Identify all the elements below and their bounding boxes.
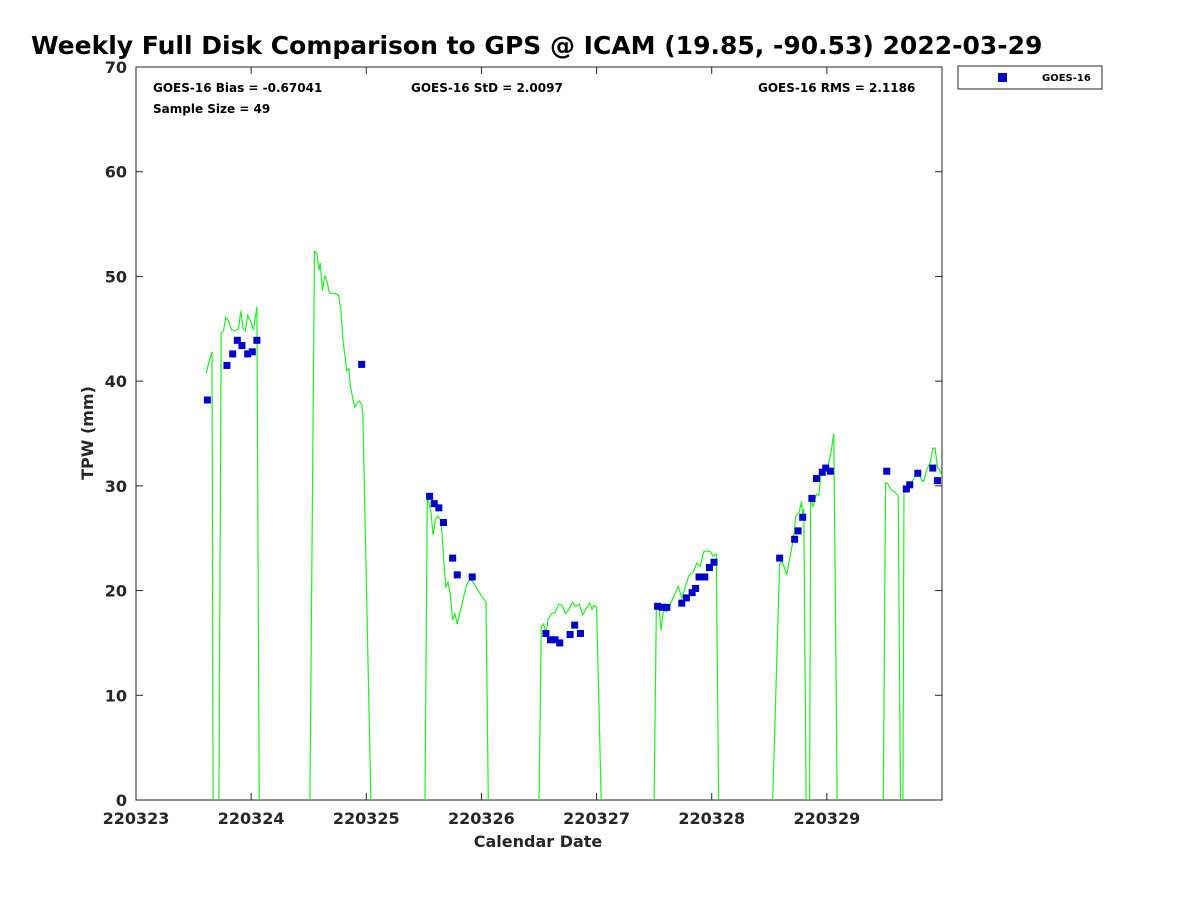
- goes-point: [468, 573, 476, 581]
- x-axis: 220323 220324 220325 220326 220327 220328 2203…: [103, 67, 860, 828]
- legend: GOES-16: [957, 65, 1103, 90]
- goes-point: [453, 571, 461, 579]
- goes-point: [358, 360, 366, 368]
- x-tick-label: 220328: [678, 809, 745, 828]
- goes-point: [238, 342, 246, 350]
- goes-point: [822, 464, 830, 472]
- x-tick-label: 220323: [103, 809, 170, 828]
- goes-point: [658, 603, 666, 611]
- std-stat: GOES-16 StD = 2.0097: [411, 81, 563, 95]
- goes-point: [906, 481, 914, 489]
- goes-point: [253, 336, 261, 344]
- goes-point: [571, 621, 579, 629]
- x-tick-label: 220329: [793, 809, 860, 828]
- goes-point: [710, 558, 718, 566]
- goes-point: [812, 475, 820, 483]
- y-tick-label: 70: [105, 58, 127, 77]
- y-tick-label: 40: [105, 372, 127, 391]
- goes-point: [799, 513, 807, 521]
- goes-point: [229, 350, 237, 358]
- goes-point: [435, 504, 443, 512]
- y-tick-label: 60: [105, 163, 127, 182]
- goes-point: [682, 594, 690, 602]
- goes-point: [902, 485, 910, 493]
- goes-point: [223, 361, 231, 369]
- chart-title: Weekly Full Disk Comparison to GPS @ ICA…: [31, 31, 1042, 60]
- legend-box: [957, 65, 1103, 90]
- goes-point: [688, 589, 696, 597]
- goes-point: [929, 464, 937, 472]
- y-tick-label: 50: [105, 267, 127, 286]
- goes-point: [808, 494, 816, 502]
- plot-area: [135, 66, 943, 801]
- goes-point: [576, 630, 584, 638]
- goes-point: [556, 639, 564, 647]
- goes-point: [430, 500, 438, 508]
- rms-stat: GOES-16 RMS = 2.1186: [758, 81, 915, 95]
- goes-point: [794, 527, 802, 535]
- x-axis-label: Calendar Date: [474, 832, 603, 851]
- goes-point: [678, 599, 686, 607]
- y-tick-label: 30: [105, 477, 127, 496]
- gps-series: [205, 249, 943, 801]
- legend-marker-goes: [998, 73, 1007, 82]
- goes-point: [705, 564, 713, 572]
- goes-point: [695, 573, 703, 581]
- goes-point: [551, 636, 559, 644]
- y-tick-label: 0: [116, 791, 127, 810]
- goes-point: [933, 477, 941, 485]
- goes-point: [426, 492, 434, 500]
- y-tick-label: 20: [105, 582, 127, 601]
- goes-point: [791, 535, 799, 543]
- legend-label-goes: GOES-16: [1042, 73, 1091, 84]
- gps-line-segment: [309, 249, 372, 801]
- goes-point: [248, 348, 256, 356]
- goes-point: [542, 630, 550, 638]
- goes-point: [692, 584, 700, 592]
- goes-point: [244, 350, 252, 358]
- goes-point: [654, 602, 662, 610]
- x-tick-label: 220325: [333, 809, 400, 828]
- x-tick-label: 220327: [563, 809, 630, 828]
- sample-size-stat: Sample Size = 49: [153, 102, 270, 116]
- y-tick-label: 10: [105, 686, 127, 705]
- goes-point: [663, 603, 671, 611]
- gps-line-segment: [538, 600, 602, 801]
- goes-point: [566, 631, 574, 639]
- goes-point: [914, 469, 922, 477]
- goes-point: [818, 468, 826, 476]
- gps-line-segment: [218, 306, 260, 801]
- goes-point: [547, 636, 555, 644]
- goes-point: [233, 336, 241, 344]
- x-tick-label: 220326: [448, 809, 515, 828]
- goes-point: [776, 554, 784, 562]
- bias-stat: GOES-16 Bias = -0.67041: [153, 81, 322, 95]
- y-axis: 0 10 20 30 40 50 60 70: [105, 58, 942, 810]
- gps-line-segment: [424, 495, 489, 801]
- goes-point: [203, 396, 211, 404]
- goes-point: [701, 573, 709, 581]
- goes-point: [826, 467, 834, 475]
- goes-point: [449, 554, 457, 562]
- gps-line-segment: [205, 351, 214, 801]
- y-axis-label: TPW (mm): [78, 386, 97, 480]
- goes-point: [439, 519, 447, 527]
- gps-line-segment: [653, 550, 720, 801]
- goes-series: [203, 336, 941, 647]
- gps-line-segment: [882, 481, 902, 801]
- goes-point: [883, 467, 891, 475]
- x-tick-label: 220324: [218, 809, 285, 828]
- gps-line-segment: [772, 501, 807, 801]
